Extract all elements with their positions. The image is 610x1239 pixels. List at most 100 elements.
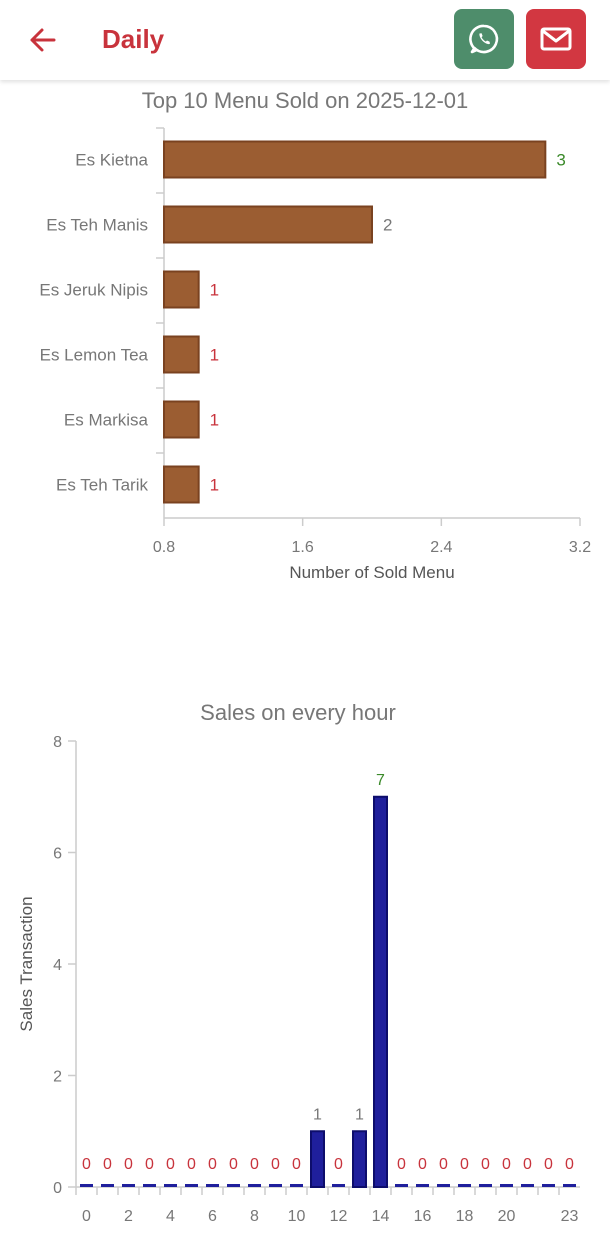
bar	[458, 1184, 471, 1187]
bar	[416, 1184, 429, 1187]
data-label: 0	[145, 1156, 154, 1173]
y-tick-label: Es Markisa	[64, 411, 149, 430]
x-tick-label: 2	[124, 1208, 133, 1225]
y-tick-label: 0	[53, 1180, 62, 1197]
bar	[290, 1184, 303, 1187]
x-tick-label: 1.6	[292, 539, 314, 556]
bar	[248, 1184, 261, 1187]
data-label: 0	[82, 1156, 91, 1173]
y-tick-label: 4	[53, 957, 62, 974]
bar	[269, 1184, 282, 1187]
data-label: 0	[166, 1156, 175, 1173]
x-axis-title: Number of Sold Menu	[289, 563, 454, 582]
y-tick-label: Es Jeruk Nipis	[39, 281, 148, 300]
data-label: 0	[460, 1156, 469, 1173]
data-label: 0	[103, 1156, 112, 1173]
x-tick-label: 14	[372, 1208, 390, 1225]
data-label: 7	[376, 772, 385, 789]
data-label: 1	[313, 1106, 322, 1123]
bar	[163, 270, 200, 309]
data-label: 0	[229, 1156, 238, 1173]
data-label: 0	[418, 1156, 427, 1173]
bar	[163, 140, 547, 179]
bar	[352, 1130, 367, 1188]
bar	[563, 1184, 576, 1187]
x-tick-label: 8	[250, 1208, 259, 1225]
x-tick-label: 0	[82, 1208, 91, 1225]
data-label: 3	[556, 151, 565, 170]
data-label: 0	[187, 1156, 196, 1173]
x-tick-label: 4	[166, 1208, 175, 1225]
x-tick-label: 10	[288, 1208, 306, 1225]
bar	[542, 1184, 555, 1187]
bar	[373, 795, 388, 1188]
bar	[164, 1184, 177, 1187]
y-tick-label: Es Teh Manis	[46, 216, 148, 235]
chart-title: Sales on every hour	[200, 700, 396, 725]
data-label: 0	[523, 1156, 532, 1173]
bar	[500, 1184, 513, 1187]
mail-button[interactable]	[526, 9, 586, 69]
bar	[163, 335, 200, 374]
x-tick-label: 20	[498, 1208, 516, 1225]
bar	[101, 1184, 114, 1187]
data-label: 0	[439, 1156, 448, 1173]
bar	[332, 1184, 345, 1187]
arrow-left-icon	[30, 28, 56, 52]
data-label: 1	[210, 476, 219, 495]
data-label: 2	[383, 216, 392, 235]
data-label: 1	[210, 346, 219, 365]
bar	[521, 1184, 534, 1187]
y-tick-label: 8	[53, 734, 62, 751]
data-label: 0	[250, 1156, 259, 1173]
whatsapp-icon	[469, 24, 499, 54]
y-axis-title: Sales Transaction	[17, 896, 36, 1031]
bar	[143, 1184, 156, 1187]
data-label: 0	[208, 1156, 217, 1173]
chart-title: Top 10 Menu Sold on 2025-12-01	[142, 88, 469, 113]
y-tick-label: Es Lemon Tea	[40, 346, 149, 365]
page-title: Daily	[102, 24, 165, 54]
data-label: 1	[355, 1106, 364, 1123]
whatsapp-button[interactable]	[454, 9, 514, 69]
y-tick-label: Es Teh Tarik	[56, 476, 148, 495]
data-label: 0	[565, 1156, 574, 1173]
bar	[185, 1184, 198, 1187]
hourly-sales-chart: Sales on every hour 0 2 4 6 8 Sales Transactio…	[17, 700, 580, 1225]
bar	[163, 205, 373, 244]
back-button[interactable]	[22, 22, 62, 58]
y-tick-label: 2	[53, 1069, 62, 1086]
bar	[122, 1184, 135, 1187]
data-label: 0	[397, 1156, 406, 1173]
bar	[437, 1184, 450, 1187]
y-tick-label: 6	[53, 846, 62, 863]
top-menu-chart: Top 10 Menu Sold on 2025-12-01 Es Kietna 3…	[39, 88, 591, 582]
data-label: 0	[544, 1156, 553, 1173]
data-label: 0	[502, 1156, 511, 1173]
x-tick-label: 23	[561, 1208, 579, 1225]
bar	[80, 1184, 93, 1187]
x-tick-label: 18	[456, 1208, 474, 1225]
bar	[479, 1184, 492, 1187]
bar	[163, 465, 200, 504]
x-tick-label: 3.2	[569, 539, 591, 556]
x-tick-label: 0.8	[153, 539, 175, 556]
data-label: 0	[481, 1156, 490, 1173]
x-tick-label: 16	[414, 1208, 432, 1225]
app-bar: Daily	[0, 0, 610, 80]
bar	[206, 1184, 219, 1187]
data-label: 1	[210, 281, 219, 300]
data-label: 0	[271, 1156, 280, 1173]
bar	[227, 1184, 240, 1187]
data-label: 1	[210, 411, 219, 430]
bar	[395, 1184, 408, 1187]
data-label: 0	[334, 1156, 343, 1173]
x-tick-label: 12	[330, 1208, 348, 1225]
bar	[310, 1130, 325, 1188]
mail-icon	[540, 27, 572, 51]
data-label: 0	[124, 1156, 133, 1173]
bar	[163, 400, 200, 439]
x-tick-label: 6	[208, 1208, 217, 1225]
y-tick-label: Es Kietna	[75, 151, 148, 170]
data-label: 0	[292, 1156, 301, 1173]
